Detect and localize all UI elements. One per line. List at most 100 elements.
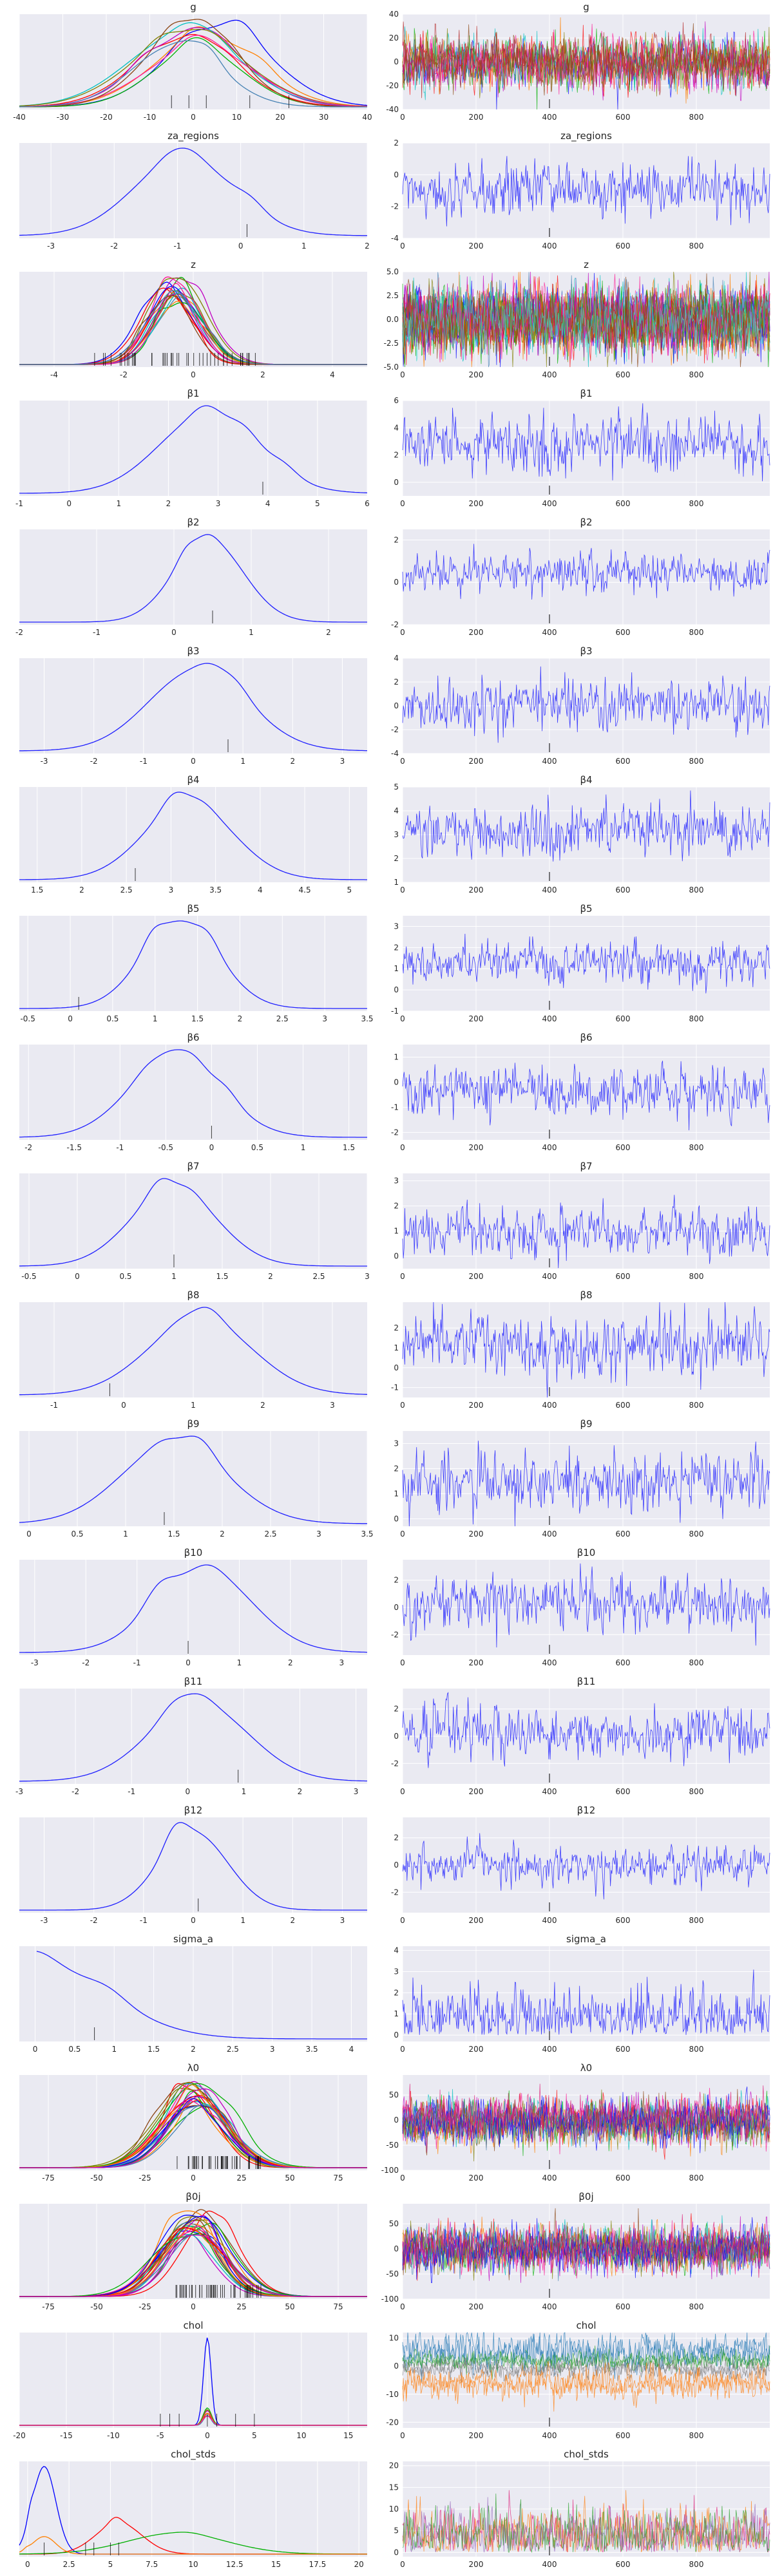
trace-x-tick-label: 400 [542,1014,557,1023]
trace-y-tick-label: 2 [394,1202,399,1211]
kde-panel-16: -75 -50 -25 0 25 50 75 λ0 [19,2062,367,2183]
kde-x-tick-label: 1 [240,757,245,766]
trace-series [402,933,770,994]
kde-panel-12: -3 -2 -1 0 1 2 3 β10 [19,1547,368,1667]
kde-plot-area [19,1045,367,1140]
kde-x-tick-label: 0 [68,1014,73,1023]
trace-title: β0j [578,2191,593,2202]
kde-x-tick-label: 10 [232,113,242,122]
kde-x-tick-label: 0 [171,628,177,637]
trace-title: β3 [580,645,592,657]
kde-x-tick-label: 2.5 [312,1272,325,1281]
kde-x-tick-label: 1 [111,2045,117,2054]
kde-x-tick-label: 2 [288,1658,293,1667]
kde-x-tick-label: 2 [290,1916,295,1925]
kde-x-tick-label: 0 [186,1658,191,1667]
trace-x-tick-label: 400 [542,757,557,766]
trace-x-tick-label: 0 [400,1916,405,1925]
kde-x-tick-label: 1 [301,1143,306,1152]
trace-panel-19: 0 200 400 600 800 0 5 10 15 20 chol_stds [389,2448,770,2569]
trace-x-tick-label: 0 [400,1014,405,1023]
trace-y-tick-label: -2 [391,620,399,629]
trace-x-tick-label: 800 [689,1401,704,1410]
trace-y-tick-label: 3 [394,1177,399,1186]
kde-panel-3: -1 0 1 2 3 4 5 6 β1 [15,388,370,508]
trace-x-tick-label: 800 [689,757,704,766]
trace-x-tick-label: 400 [542,1787,557,1796]
kde-title: β2 [187,516,199,528]
trace-y-tick-label: 20 [389,33,399,43]
kde-x-tick-label: 4 [349,2045,354,2054]
trace-x-tick-label: 800 [689,242,704,251]
trace-y-tick-label: 0 [394,2362,399,2371]
trace-x-tick-label: 0 [400,113,405,122]
kde-x-tick-label: 5 [315,499,320,508]
kde-x-tick-label: -10 [107,2431,120,2440]
kde-title: z [191,259,196,270]
kde-x-tick-label: 1 [116,499,121,508]
trace-panel-14: 0 200 400 600 800 -2 0 2 β12 [391,1804,770,1925]
kde-x-tick-label: -2 [90,1916,98,1925]
trace-x-tick-label: 600 [616,1014,631,1023]
kde-plot-area [19,1173,367,1269]
kde-x-tick-label: 20 [354,2560,364,2569]
trace-x-tick-label: 400 [542,1658,557,1667]
trace-y-tick-label: 2 [394,1464,399,1473]
kde-x-tick-label: 3 [354,1787,359,1796]
kde-curve [19,1822,367,1911]
trace-x-tick-label: 400 [542,1530,557,1539]
trace-title: chol [576,2320,596,2331]
kde-x-tick-label: -3 [31,1658,39,1667]
kde-panel-15: 0 0.5 1 1.5 2 2.5 3 3.5 4 sigma_a [19,1933,367,2054]
trace-x-tick-label: 200 [469,242,484,251]
kde-title: β1 [187,388,199,399]
kde-x-tick-label: 0 [191,2302,196,2311]
trace-y-tick-label: 1 [394,964,399,973]
kde-x-tick-label: 2.5 [63,2560,75,2569]
trace-title: za_regions [560,130,612,142]
kde-x-tick-label: -1 [116,1143,124,1152]
kde-x-tick-label: 3 [339,1658,344,1667]
trace-x-tick-label: 800 [689,1143,704,1152]
trace-x-tick-label: 200 [469,1143,484,1152]
kde-curve [19,2088,367,2168]
kde-curve [36,1951,367,2040]
trace-x-tick-label: 800 [689,886,704,895]
trace-x-tick-label: 200 [469,370,484,379]
kde-curve [19,1564,368,1653]
kde-x-tick-label: -1 [140,757,148,766]
trace-x-tick-label: 0 [400,499,405,508]
trace-panel-13: 0 200 400 600 800 -2 0 2 β11 [391,1676,770,1796]
trace-x-tick-label: 600 [616,2174,631,2183]
kde-x-tick-label: 3 [169,886,174,895]
kde-x-tick-label: 0 [191,370,196,379]
kde-x-tick-label: 6 [365,499,370,508]
kde-x-tick-label: 0 [191,113,196,122]
trace-panel-5: 0 200 400 600 800 -4 -2 0 2 4 β3 [391,645,770,766]
trace-plot-area [403,1431,770,1526]
trace-y-tick-label: 2 [394,1323,399,1332]
trace-series [402,790,770,862]
kde-panel-9: -0.5 0 0.5 1 1.5 2 2.5 3 β7 [19,1160,370,1281]
kde-x-tick-label: -3 [41,1916,48,1925]
kde-x-tick-label: 4 [330,370,335,379]
kde-x-tick-label: -0.5 [21,1272,36,1281]
kde-panel-8: -2 -1.5 -1 -0.5 0 0.5 1 1.5 β6 [19,1032,367,1152]
trace-panel-8: 0 200 400 600 800 -2 -1 0 1 β6 [391,1032,770,1152]
kde-x-tick-label: 3 [340,757,345,766]
trace-plot-area [403,1173,770,1269]
trace-x-tick-label: 200 [469,1401,484,1410]
trace-title: β10 [577,1547,596,1558]
kde-curve [19,2532,367,2555]
trace-panel-1: 0 200 400 600 800 -4 -2 0 2 za_regions [391,130,770,251]
kde-x-tick-label: -1 [128,1787,135,1796]
kde-title: g [190,1,196,13]
kde-x-tick-label: -3 [41,757,48,766]
trace-y-tick-label: 0.0 [386,315,399,324]
trace-y-tick-label: 0 [394,2116,399,2125]
trace-y-tick-label: 5 [394,782,399,791]
trace-x-tick-label: 400 [542,113,557,122]
trace-y-tick-label: 0 [394,478,399,487]
kde-x-tick-label: -50 [90,2302,103,2311]
trace-x-tick-label: 200 [469,1530,484,1539]
